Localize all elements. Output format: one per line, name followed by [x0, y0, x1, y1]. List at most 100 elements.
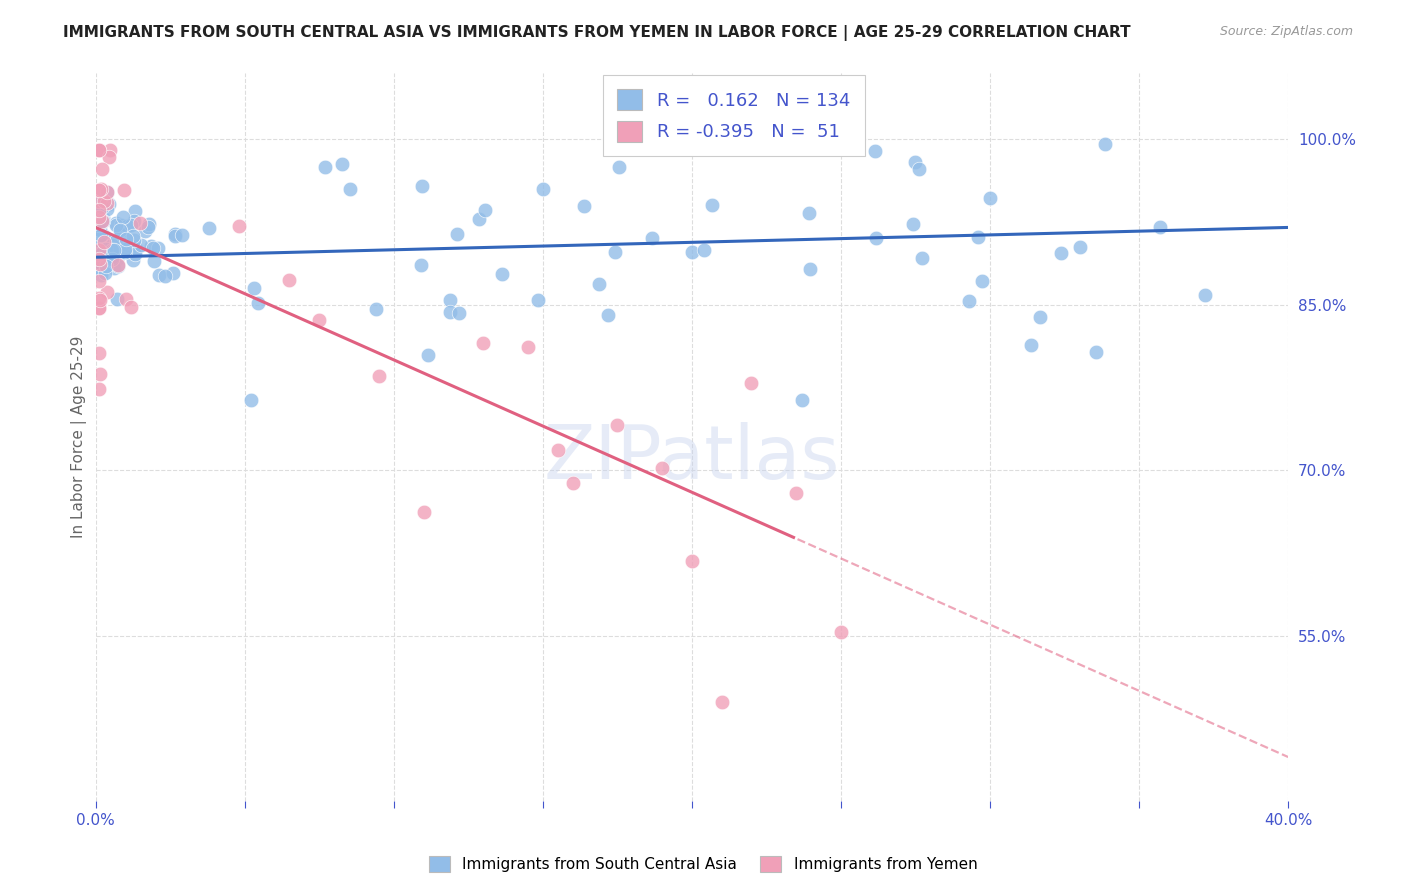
Point — [101, 244, 124, 258]
Point — [148, 241, 170, 255]
Point — [93, 235, 115, 249]
Point — [111, 237, 134, 252]
Point — [446, 227, 468, 241]
Point — [198, 221, 221, 235]
Point — [129, 238, 152, 252]
Point — [112, 210, 135, 224]
Point — [142, 241, 165, 255]
Point — [972, 274, 994, 288]
Point — [125, 242, 148, 256]
Point — [901, 217, 924, 231]
Point — [87, 197, 110, 211]
Point — [96, 202, 118, 216]
Point — [87, 383, 110, 397]
Point — [100, 246, 122, 260]
Point — [89, 291, 111, 305]
Point — [93, 194, 115, 209]
Point — [93, 266, 115, 280]
Point — [87, 273, 110, 287]
Point — [1050, 246, 1073, 260]
Point — [98, 143, 121, 157]
Point — [531, 182, 554, 196]
Point — [1194, 288, 1216, 302]
Point — [596, 309, 619, 323]
Point — [830, 625, 852, 640]
Point — [89, 218, 111, 232]
Point — [115, 219, 138, 233]
Point — [115, 242, 138, 256]
Point — [101, 252, 124, 266]
Point — [228, 219, 250, 233]
Point — [98, 150, 121, 164]
Point — [1069, 240, 1091, 254]
Point — [96, 285, 118, 299]
Point — [96, 185, 118, 199]
Point — [143, 253, 166, 268]
Legend: R =   0.162   N = 134, R = -0.395   N =  51: R = 0.162 N = 134, R = -0.395 N = 51 — [603, 75, 865, 156]
Point — [110, 224, 132, 238]
Point — [91, 211, 114, 226]
Point — [162, 266, 184, 280]
Point — [89, 210, 111, 224]
Point — [114, 238, 136, 252]
Point — [89, 257, 111, 271]
Point — [367, 369, 389, 384]
Point — [740, 376, 762, 390]
Point — [122, 252, 145, 267]
Point — [89, 367, 111, 381]
Point — [491, 267, 513, 281]
Point — [165, 227, 187, 241]
Point — [105, 252, 128, 266]
Point — [588, 277, 610, 291]
Point — [87, 234, 110, 248]
Point — [114, 245, 136, 260]
Point — [364, 301, 387, 316]
Point — [1019, 337, 1042, 351]
Point — [87, 143, 110, 157]
Point — [681, 244, 703, 259]
Text: IMMIGRANTS FROM SOUTH CENTRAL ASIA VS IMMIGRANTS FROM YEMEN IN LABOR FORCE | AGE: IMMIGRANTS FROM SOUTH CENTRAL ASIA VS IM… — [63, 25, 1130, 41]
Point — [94, 230, 117, 244]
Point — [89, 236, 111, 251]
Point — [90, 262, 112, 277]
Point — [90, 200, 112, 214]
Point — [790, 392, 813, 407]
Point — [799, 262, 821, 277]
Point — [90, 227, 112, 242]
Point — [651, 461, 673, 475]
Point — [314, 160, 336, 174]
Point — [308, 313, 330, 327]
Point — [87, 203, 110, 218]
Point — [148, 268, 170, 282]
Point — [98, 197, 121, 211]
Point — [472, 335, 495, 350]
Point — [87, 246, 110, 260]
Point — [87, 143, 110, 157]
Point — [100, 235, 122, 249]
Point — [87, 143, 110, 157]
Legend: Immigrants from South Central Asia, Immigrants from Yemen: Immigrants from South Central Asia, Immi… — [420, 848, 986, 880]
Point — [246, 296, 269, 310]
Point — [865, 230, 887, 244]
Point — [572, 199, 595, 213]
Point — [606, 418, 628, 433]
Point — [416, 348, 439, 362]
Point — [90, 214, 112, 228]
Point — [799, 206, 821, 220]
Point — [110, 229, 132, 244]
Point — [516, 340, 538, 354]
Point — [105, 292, 128, 306]
Point — [409, 258, 432, 272]
Point — [114, 242, 136, 256]
Text: Source: ZipAtlas.com: Source: ZipAtlas.com — [1219, 25, 1353, 38]
Point — [128, 216, 150, 230]
Point — [693, 244, 716, 258]
Point — [561, 476, 583, 491]
Point — [641, 231, 664, 245]
Point — [90, 162, 112, 177]
Point — [122, 229, 145, 244]
Point — [117, 242, 139, 256]
Point — [1149, 219, 1171, 234]
Point — [910, 251, 932, 265]
Point — [93, 229, 115, 244]
